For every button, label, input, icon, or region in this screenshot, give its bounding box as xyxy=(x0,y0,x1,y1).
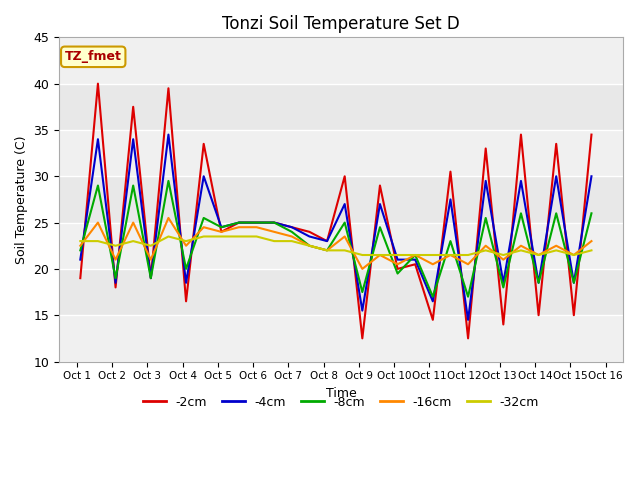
Text: TZ_fmet: TZ_fmet xyxy=(65,50,122,63)
Bar xyxy=(59,37,623,84)
X-axis label: Time: Time xyxy=(326,387,356,400)
Title: Tonzi Soil Temperature Set D: Tonzi Soil Temperature Set D xyxy=(222,15,460,33)
Legend: -2cm, -4cm, -8cm, -16cm, -32cm: -2cm, -4cm, -8cm, -16cm, -32cm xyxy=(138,391,544,414)
Y-axis label: Soil Temperature (C): Soil Temperature (C) xyxy=(15,135,28,264)
Bar xyxy=(59,130,623,176)
Bar xyxy=(59,223,623,269)
Bar xyxy=(59,315,623,361)
